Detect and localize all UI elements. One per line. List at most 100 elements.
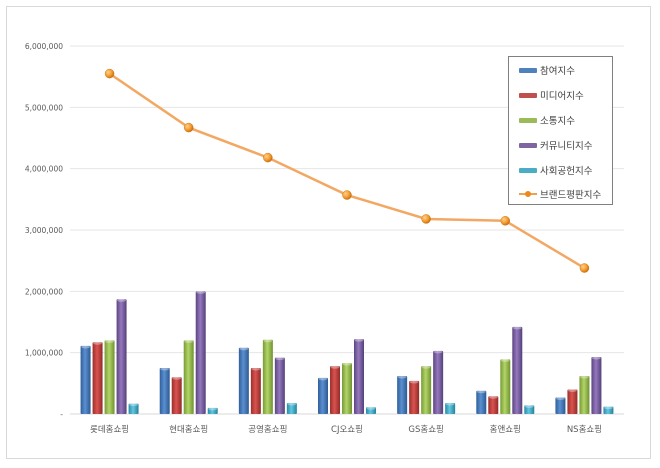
legend-item-brand-reputation: 브랜드평판지수 [519, 187, 601, 201]
bar-cap [488, 395, 498, 399]
bar [512, 326, 523, 414]
legend-label: 참여지수 [540, 66, 575, 77]
bar [421, 366, 432, 414]
legend-item-participation: 참여지수 [519, 63, 575, 77]
bar [397, 375, 408, 414]
bar-cap [476, 390, 486, 394]
legend-item-social-contribution: 사회공헌지수 [519, 163, 592, 177]
bar-series [80, 290, 614, 414]
bar-cap [409, 380, 419, 384]
bar-cap [160, 367, 170, 371]
bar [366, 407, 376, 414]
line-series [104, 68, 590, 273]
x-tick-label: GS홈쇼핑 [408, 424, 443, 435]
legend-item-community: 커뮤니티지수 [519, 138, 592, 152]
bar-cap [524, 404, 534, 408]
legend-swatch-red [519, 92, 537, 98]
bar [567, 389, 578, 414]
legend-item-media: 미디어지수 [519, 88, 584, 102]
bar-cap [81, 345, 91, 349]
bar [274, 357, 285, 414]
bar-cap [366, 406, 376, 410]
bar [104, 340, 115, 414]
bar-cap [93, 341, 103, 345]
bar-cap [591, 356, 601, 360]
bar [159, 368, 170, 414]
bar-cap [567, 388, 577, 392]
y-tick-label: 3,000,000 [25, 226, 63, 235]
bar [238, 347, 249, 414]
line-marker [263, 152, 273, 163]
bar [207, 407, 218, 414]
bar [524, 405, 535, 414]
bar [171, 377, 182, 414]
x-tick-label: 공영홈쇼핑 [248, 424, 287, 435]
legend-label: 미디어지수 [540, 91, 584, 102]
bar [476, 390, 487, 414]
x-tick-label: 홈앤쇼핑 [490, 424, 521, 435]
bar [409, 380, 420, 414]
bar-cap [445, 402, 455, 406]
bar [195, 291, 206, 414]
legend-swatch-purple [519, 142, 537, 148]
bar-cap [500, 358, 510, 362]
bar [342, 363, 352, 414]
bar [579, 375, 590, 414]
bar-cap [354, 338, 364, 342]
bar [603, 406, 614, 414]
bar-cap [512, 326, 522, 330]
y-tick-label: 2,000,000 [25, 287, 63, 296]
bar [488, 396, 499, 414]
legend-line-marker-icon [519, 189, 537, 199]
x-axis: 롯데홈쇼핑 현대홈쇼핑 공영홈쇼핑 CJ오쇼핑 GS홈쇼핑 홈앤쇼핑 NS홈쇼핑 [90, 424, 602, 435]
bar-cap [239, 347, 249, 351]
bar-cap [603, 406, 613, 410]
bar [92, 342, 103, 414]
bar-cap [397, 375, 407, 379]
bar-cap [287, 402, 297, 406]
legend-swatch-cyan [519, 167, 537, 173]
bar-cap [579, 375, 589, 379]
y-tick-label: - [60, 410, 63, 419]
chart-legend: 참여지수 미디어지수 소통지수 커뮤니티지수 사회공헌지수 브랜드평판지수 [508, 56, 613, 205]
legend-label: 소통지수 [540, 116, 575, 127]
bar [80, 345, 91, 414]
bar-cap [129, 403, 139, 407]
x-tick-label: 롯데홈쇼핑 [90, 424, 129, 435]
bar-cap [318, 377, 328, 381]
y-tick-label: 4,000,000 [25, 165, 63, 174]
bar [354, 339, 364, 414]
line-marker [104, 68, 115, 79]
line-marker [500, 216, 511, 226]
bar [445, 402, 456, 414]
legend-swatch-green [519, 117, 537, 123]
line-marker [183, 122, 194, 133]
bar [250, 368, 261, 414]
bar-cap [196, 290, 206, 294]
y-tick-label: 6,000,000 [25, 42, 63, 51]
bar-cap [263, 339, 273, 343]
y-tick-label: 5,000,000 [25, 103, 63, 112]
bar-cap [184, 339, 194, 343]
line-marker [421, 214, 431, 224]
bar [500, 359, 511, 414]
y-axis: - 1,000,000 2,000,000 3,000,000 4,000,000 5,0… [25, 42, 63, 419]
bar [183, 340, 194, 414]
x-tick-label: CJ오쇼핑 [331, 424, 363, 435]
bar [330, 366, 340, 414]
bar-cap [330, 365, 340, 369]
bar-cap [555, 396, 565, 400]
bar [262, 339, 273, 414]
bar-cap [421, 365, 431, 369]
bar-cap [172, 376, 182, 380]
line-marker [342, 190, 352, 200]
legend-label: 브랜드평판지수 [540, 190, 602, 201]
line-marker [579, 263, 590, 273]
bar-cap [208, 407, 218, 411]
x-tick-label: NS홈쇼핑 [567, 424, 602, 435]
bar-cap [117, 298, 127, 302]
bar-cap [342, 362, 352, 366]
bar [116, 299, 127, 414]
legend-swatch-blue [519, 67, 537, 73]
